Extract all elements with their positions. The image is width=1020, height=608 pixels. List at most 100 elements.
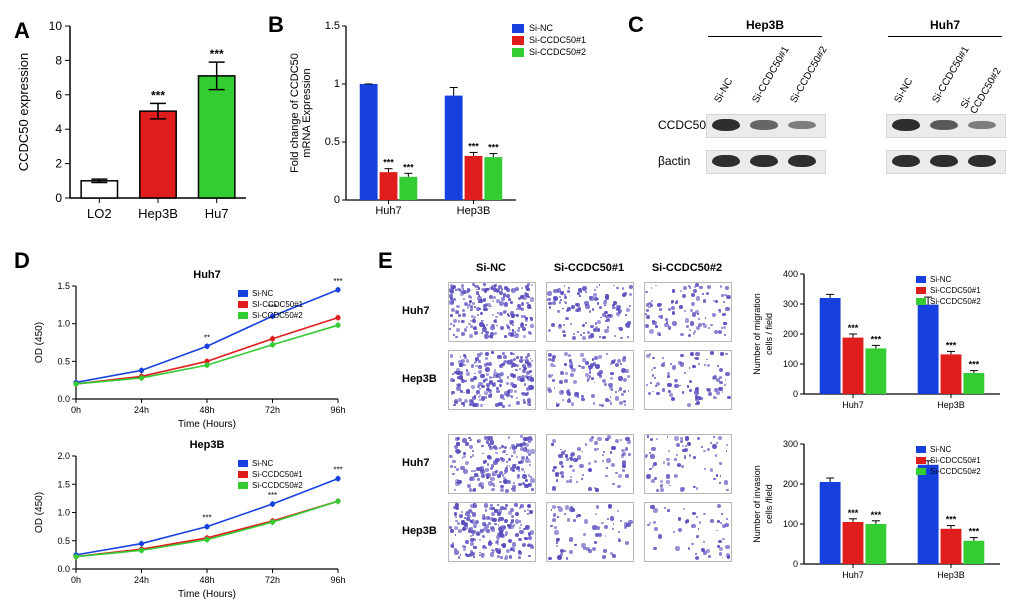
panel-a: A 0246810CCDC50 expressionLO2***Hep3B***… bbox=[8, 8, 258, 238]
wb-group-label: Hep3B bbox=[708, 18, 822, 32]
wb-lane-label: Si-NC bbox=[712, 76, 735, 105]
chart-d-huh7: 0.00.51.01.50h24h48h72h96hTime (Hours)OD… bbox=[28, 266, 348, 431]
svg-text:400: 400 bbox=[783, 269, 798, 279]
legend-b-label-2: Si-CCDC50#2 bbox=[529, 46, 586, 58]
svg-text:Hep3B: Hep3B bbox=[937, 570, 965, 580]
svg-text:Huh7: Huh7 bbox=[842, 400, 864, 410]
assay-row-label: Huh7 bbox=[402, 305, 430, 317]
legend-b-sw-2 bbox=[512, 48, 524, 57]
wb-blot bbox=[930, 120, 958, 130]
svg-text:Number of migration: Number of migration bbox=[752, 293, 762, 375]
assay-cell bbox=[448, 502, 536, 562]
svg-text:48h: 48h bbox=[199, 575, 214, 585]
svg-text:Si-CCDC50#2: Si-CCDC50#2 bbox=[930, 467, 981, 476]
svg-text:Si-CCDC50#2: Si-CCDC50#2 bbox=[930, 297, 981, 306]
svg-text:Time (Hours): Time (Hours) bbox=[178, 419, 236, 430]
svg-text:Si-CCDC50#2: Si-CCDC50#2 bbox=[252, 311, 303, 320]
legend-b-label-1: Si-CCDC50#1 bbox=[529, 34, 586, 46]
svg-text:***: *** bbox=[488, 143, 499, 153]
svg-text:1.0: 1.0 bbox=[57, 508, 70, 518]
legend-b-sw-1 bbox=[512, 36, 524, 45]
panel-letter-a: A bbox=[14, 18, 30, 44]
assay-row-label: Huh7 bbox=[402, 457, 430, 469]
svg-text:0.5: 0.5 bbox=[325, 136, 340, 148]
legend-b-row-2: Si-CCDC50#2 bbox=[512, 46, 586, 58]
svg-text:0.0: 0.0 bbox=[57, 564, 70, 574]
assay-cell bbox=[546, 434, 634, 494]
svg-text:Si-CDCC50#1: Si-CDCC50#1 bbox=[930, 456, 981, 465]
assay-col-label: Si-CCDC50#2 bbox=[644, 262, 730, 274]
svg-text:***: *** bbox=[202, 514, 211, 523]
svg-text:Si-CCDC50#1: Si-CCDC50#1 bbox=[252, 470, 303, 479]
svg-text:0: 0 bbox=[793, 389, 798, 399]
svg-text:LO2: LO2 bbox=[87, 206, 112, 221]
svg-text:300: 300 bbox=[783, 439, 798, 449]
svg-text:***: *** bbox=[969, 360, 980, 370]
legend-b: Si-NC Si-CCDC50#1 Si-CCDC50#2 bbox=[506, 18, 592, 62]
panel-d: D 0.00.51.01.50h24h48h72h96hTime (Hours)… bbox=[8, 248, 348, 598]
wb-group-header bbox=[708, 36, 822, 37]
svg-text:***: *** bbox=[333, 466, 342, 475]
svg-text:***: *** bbox=[871, 510, 882, 520]
svg-text:SI-CCDC50#1: SI-CCDC50#1 bbox=[252, 300, 304, 309]
svg-text:Hep3B: Hep3B bbox=[138, 206, 178, 221]
svg-text:***: *** bbox=[403, 162, 414, 172]
assay-cell bbox=[546, 502, 634, 562]
figure-root: A 0246810CCDC50 expressionLO2***Hep3B***… bbox=[8, 8, 1012, 600]
panel-e: E Si-NCSi-CCDC50#1Si-CCDC50#2Huh7Hep3BHu… bbox=[378, 248, 1018, 598]
svg-text:200: 200 bbox=[783, 479, 798, 489]
svg-text:4: 4 bbox=[55, 122, 62, 136]
assay-cell bbox=[644, 502, 732, 562]
svg-text:Si-NC: Si-NC bbox=[930, 445, 952, 454]
svg-text:cells / field: cells / field bbox=[764, 313, 774, 355]
wb-lane-label: Si-NC bbox=[892, 76, 915, 105]
wb-blot bbox=[788, 121, 816, 129]
panel-letter-e: E bbox=[378, 248, 393, 274]
panel-letter-b: B bbox=[268, 12, 284, 38]
svg-text:***: *** bbox=[848, 323, 859, 333]
svg-text:100: 100 bbox=[783, 519, 798, 529]
panel-letter-c: C bbox=[628, 12, 644, 38]
svg-text:Hep3B: Hep3B bbox=[457, 205, 491, 217]
chart-a: 0246810CCDC50 expressionLO2***Hep3B***Hu… bbox=[8, 8, 258, 238]
svg-text:0: 0 bbox=[334, 194, 340, 206]
svg-text:OD (450): OD (450) bbox=[34, 492, 45, 533]
svg-text:1.5: 1.5 bbox=[57, 281, 70, 291]
wb-row-label: βactin bbox=[658, 154, 690, 168]
legend-b-label-0: Si-NC bbox=[529, 22, 553, 34]
wb-row-label: CCDC50 bbox=[658, 118, 706, 132]
wb-blot bbox=[712, 119, 740, 131]
svg-text:Huh7: Huh7 bbox=[193, 269, 221, 281]
svg-text:***: *** bbox=[151, 88, 165, 102]
svg-text:***: *** bbox=[871, 334, 882, 344]
svg-text:24h: 24h bbox=[134, 405, 149, 415]
svg-text:24h: 24h bbox=[134, 575, 149, 585]
svg-text:Number of invasion: Number of invasion bbox=[752, 465, 762, 543]
wb-blot bbox=[892, 155, 920, 167]
wb-lane-label: Si-CCDC50#1 bbox=[750, 45, 791, 105]
wb-group-header bbox=[888, 36, 1002, 37]
svg-text:**: ** bbox=[204, 333, 210, 342]
assay-row-label: Hep3B bbox=[402, 373, 437, 385]
svg-text:Time (Hours): Time (Hours) bbox=[178, 589, 236, 600]
svg-text:48h: 48h bbox=[199, 405, 214, 415]
svg-text:***: *** bbox=[210, 47, 224, 61]
svg-text:2: 2 bbox=[55, 157, 62, 171]
svg-text:1: 1 bbox=[334, 78, 340, 90]
assay-cell bbox=[644, 350, 732, 410]
svg-text:***: *** bbox=[946, 340, 957, 350]
assay-cell bbox=[644, 282, 732, 342]
chart-d-hep3b: 0.00.51.01.52.00h24h48h72h96hTime (Hours… bbox=[28, 436, 348, 601]
svg-text:10: 10 bbox=[49, 19, 63, 33]
wb-blot bbox=[930, 155, 958, 167]
assay-cell bbox=[448, 282, 536, 342]
svg-text:mRNA Expression: mRNA Expression bbox=[301, 68, 313, 157]
assay-cell bbox=[546, 350, 634, 410]
svg-text:96h: 96h bbox=[330, 575, 345, 585]
wb-lane-label: Si-CCDC50#2 bbox=[959, 61, 1004, 116]
svg-text:Si-CCDC50#2: Si-CCDC50#2 bbox=[252, 481, 303, 490]
svg-text:Hep3B: Hep3B bbox=[937, 400, 965, 410]
svg-text:OD (450): OD (450) bbox=[34, 322, 45, 363]
svg-text:***: *** bbox=[333, 277, 342, 286]
svg-text:Fold change of CCDC50: Fold change of CCDC50 bbox=[289, 53, 301, 173]
